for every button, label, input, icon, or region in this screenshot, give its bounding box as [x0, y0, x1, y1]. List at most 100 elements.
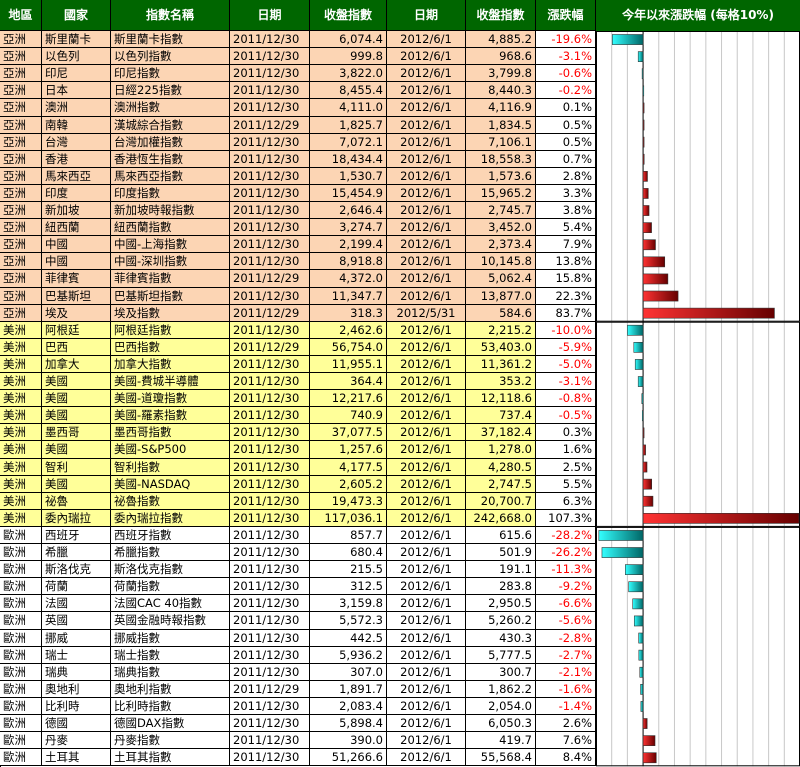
cell-end-date: 2012/6/1	[387, 561, 466, 578]
header-end-close: 收盤指數	[466, 0, 536, 31]
cell-index-name: 美國-道瓊指數	[111, 390, 230, 407]
cell-end-date: 2012/6/1	[387, 236, 466, 253]
cell-index-name: 德國DAX指數	[111, 715, 230, 732]
cell-end-close: 7,106.1	[466, 134, 536, 151]
cell-country: 荷蘭	[42, 578, 111, 595]
cell-index-name: 加拿大指數	[111, 356, 230, 373]
cell-change-percent: -2.7%	[536, 647, 596, 664]
cell-region: 歐洲	[0, 561, 42, 578]
cell-region: 亞洲	[0, 236, 42, 253]
cell-region: 美洲	[0, 407, 42, 424]
cell-region: 美洲	[0, 373, 42, 390]
bar-比利時指數	[640, 701, 644, 712]
cell-end-date: 2012/6/1	[387, 476, 466, 493]
cell-start-date: 2011/12/30	[230, 459, 310, 476]
cell-start-close: 6,074.4	[310, 31, 387, 48]
header-country: 國家	[42, 0, 111, 31]
cell-start-close: 680.4	[310, 544, 387, 561]
cell-end-close: 53,403.0	[466, 339, 536, 356]
cell-end-close: 5,777.5	[466, 647, 536, 664]
cell-start-date: 2011/12/30	[230, 595, 310, 612]
cell-end-close: 2,747.5	[466, 476, 536, 493]
bar-智利指數	[642, 461, 648, 473]
cell-start-date: 2011/12/30	[230, 373, 310, 390]
cell-index-name: 斯洛伐克指數	[111, 561, 230, 578]
cell-country: 紐西蘭	[42, 219, 111, 236]
cell-country: 巴基斯坦	[42, 288, 111, 305]
bar-祕魯指數	[642, 495, 654, 507]
cell-start-date: 2011/12/30	[230, 219, 310, 236]
cell-change-percent: -9.2%	[536, 578, 596, 595]
cell-index-name: 瑞典指數	[111, 664, 230, 681]
cell-change-percent: -3.1%	[536, 373, 596, 390]
cell-end-date: 2012/6/1	[387, 151, 466, 168]
cell-end-close: 737.4	[466, 407, 536, 424]
cell-end-close: 8,440.3	[466, 82, 536, 99]
cell-end-date: 2012/6/1	[387, 527, 466, 544]
cell-end-date: 2012/6/1	[387, 390, 466, 407]
cell-end-close: 1,862.2	[466, 681, 536, 698]
cell-end-close: 1,278.0	[466, 441, 536, 459]
cell-end-close: 15,965.2	[466, 185, 536, 202]
cell-start-close: 3,274.7	[310, 219, 387, 236]
cell-end-date: 2012/6/1	[387, 647, 466, 664]
cell-country: 新加坡	[42, 202, 111, 219]
cell-end-close: 3,799.8	[466, 65, 536, 82]
bar-chart	[596, 31, 800, 767]
cell-start-date: 2011/12/30	[230, 288, 310, 305]
cell-region: 歐洲	[0, 578, 42, 595]
cell-end-close: 2,950.5	[466, 595, 536, 612]
cell-start-close: 19,473.3	[310, 493, 387, 510]
cell-start-date: 2011/12/30	[230, 647, 310, 664]
bar-香港恆生指數	[642, 153, 645, 165]
cell-start-date: 2011/12/29	[230, 681, 310, 698]
cell-index-name: 新加坡時報指數	[111, 202, 230, 219]
bar-德國DAX指數	[642, 718, 648, 729]
cell-start-close: 2,199.4	[310, 236, 387, 253]
bar-土耳其指數	[642, 752, 657, 764]
bar-chart-svg	[596, 31, 800, 767]
cell-change-percent: -5.6%	[536, 612, 596, 630]
cell-region: 美洲	[0, 339, 42, 356]
bar-菲律賓指數	[642, 273, 669, 285]
cell-start-close: 1,530.7	[310, 168, 387, 185]
cell-start-close: 51,266.6	[310, 749, 387, 766]
cell-change-percent: -5.0%	[536, 356, 596, 373]
cell-start-date: 2011/12/30	[230, 441, 310, 459]
cell-country: 日本	[42, 82, 111, 99]
cell-index-name: 埃及指數	[111, 305, 230, 322]
cell-change-percent: -28.2%	[536, 527, 596, 544]
cell-start-date: 2011/12/29	[230, 117, 310, 134]
cell-start-close: 18,434.4	[310, 151, 387, 168]
cell-index-name: 印度指數	[111, 185, 230, 202]
cell-country: 美國	[42, 441, 111, 459]
cell-start-date: 2011/12/30	[230, 527, 310, 544]
cell-start-close: 318.3	[310, 305, 387, 322]
cell-start-close: 4,177.5	[310, 459, 387, 476]
cell-region: 歐洲	[0, 732, 42, 749]
bar-印尼指數	[641, 68, 644, 80]
cell-start-close: 5,898.4	[310, 715, 387, 732]
cell-end-date: 2012/6/1	[387, 31, 466, 48]
cell-end-close: 300.7	[466, 664, 536, 681]
cell-country: 中國	[42, 236, 111, 253]
cell-region: 歐洲	[0, 595, 42, 612]
cell-end-close: 242,668.0	[466, 510, 536, 527]
cell-change-percent: -19.6%	[536, 31, 596, 48]
header-end-date: 日期	[387, 0, 466, 31]
cell-region: 亞洲	[0, 202, 42, 219]
bar-美國-NASDAQ	[642, 478, 653, 490]
header-start-date: 日期	[230, 0, 310, 31]
cell-end-date: 2012/6/1	[387, 578, 466, 595]
cell-start-close: 3,822.0	[310, 65, 387, 82]
cell-start-date: 2011/12/30	[230, 578, 310, 595]
cell-country: 美國	[42, 390, 111, 407]
cell-end-close: 11,361.2	[466, 356, 536, 373]
cell-region: 亞洲	[0, 99, 42, 117]
cell-country: 阿根廷	[42, 322, 111, 339]
cell-country: 巴西	[42, 339, 111, 356]
cell-start-close: 5,936.2	[310, 647, 387, 664]
cell-end-date: 2012/6/1	[387, 749, 466, 766]
cell-change-percent: -11.3%	[536, 561, 596, 578]
cell-change-percent: -6.6%	[536, 595, 596, 612]
